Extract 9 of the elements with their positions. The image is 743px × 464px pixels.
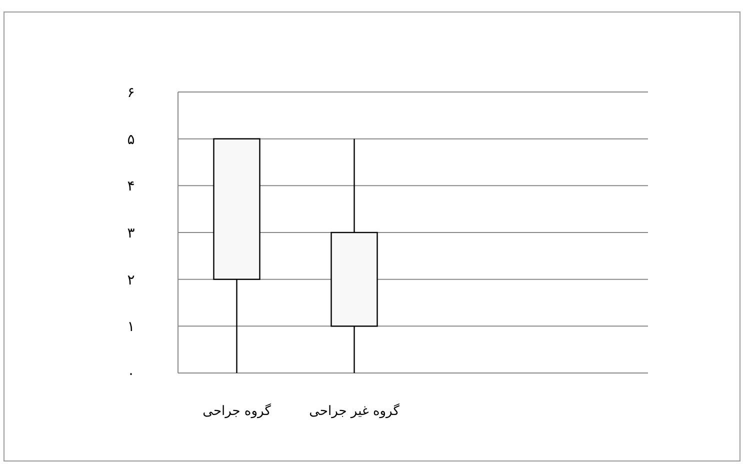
y-tick-label: ۳ bbox=[127, 226, 136, 242]
y-tick-label: ۰ bbox=[127, 366, 135, 382]
y-tick-label: ۴ bbox=[127, 178, 135, 195]
y-tick-label: ۶ bbox=[127, 85, 135, 101]
x-tick-label: گروه غیر جراحی bbox=[309, 403, 400, 419]
y-tick-label: ۲ bbox=[127, 272, 135, 288]
y-tick-label: ۱ bbox=[127, 319, 135, 336]
x-tick-label: گروه جراحی bbox=[202, 403, 272, 419]
y-tick-label: ۵ bbox=[127, 132, 135, 148]
